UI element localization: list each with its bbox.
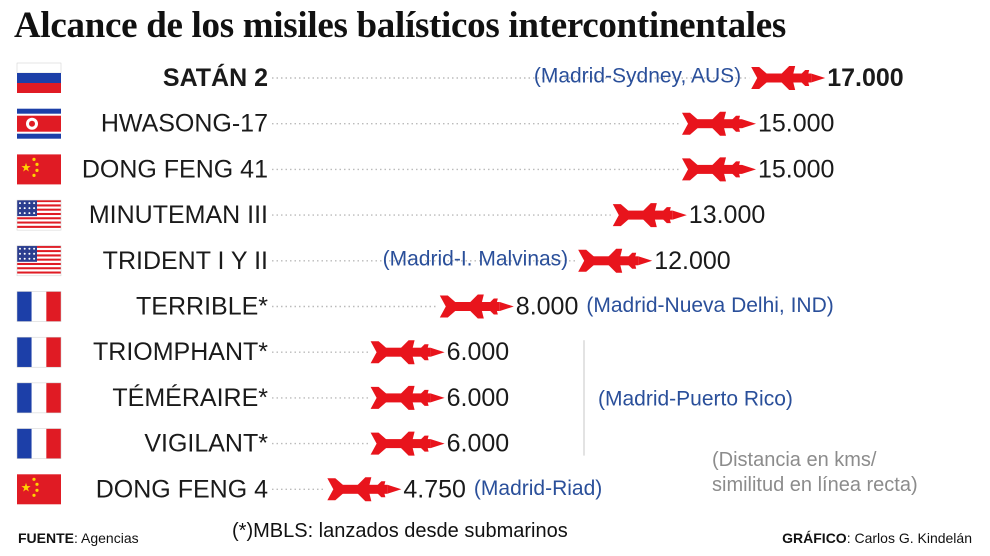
missile-mark xyxy=(327,477,402,502)
distance-note-line2: similitud en línea recta) xyxy=(712,474,918,496)
value-label: 15.000 xyxy=(758,155,834,183)
source-label: FUENTE xyxy=(18,530,74,546)
missile-name: DONG FENG 41 xyxy=(82,155,268,183)
flag-china: ★ xyxy=(17,474,61,505)
chart-canvas: SATÁN 2 17.000 (Madrid-Sydney, AUS) HWASONG… xyxy=(16,62,904,505)
value-label: 6.000 xyxy=(447,384,510,412)
missile-mark xyxy=(370,385,445,410)
missile-mark xyxy=(682,157,756,182)
value-label: 12.000 xyxy=(654,247,730,275)
missile-name: TÉMÉRAIRE* xyxy=(112,383,268,412)
route-label: (Madrid-Puerto Rico) xyxy=(598,387,793,410)
svg-text:★: ★ xyxy=(21,480,32,494)
flag-france xyxy=(16,428,62,459)
svg-text:★: ★ xyxy=(21,160,32,174)
flag-usa xyxy=(16,199,62,231)
missile-name: VIGILANT* xyxy=(144,430,268,458)
flag-france xyxy=(16,291,62,322)
missile-mark xyxy=(370,431,445,456)
value-label: 6.000 xyxy=(447,338,510,366)
missile-name: TRIDENT I Y II xyxy=(103,247,268,275)
missile-name: TRIOMPHANT* xyxy=(93,338,268,366)
flag-russia xyxy=(16,62,62,93)
missile-mark xyxy=(370,340,445,365)
graphic-label: GRÁFICO xyxy=(782,530,847,546)
route-label: (Madrid-Nueva Delhi, IND) xyxy=(586,294,833,317)
value-label: 17.000 xyxy=(827,64,903,92)
distance-note: (Distancia en kms/ similitud en línea re… xyxy=(712,448,918,498)
value-label: 15.000 xyxy=(758,110,834,138)
source-value: : Agencias xyxy=(74,530,139,546)
route-label: (Madrid-I. Malvinas) xyxy=(383,247,569,270)
missile-name: SATÁN 2 xyxy=(163,63,268,92)
value-label: 6.000 xyxy=(447,430,510,458)
missile-name: HWASONG-17 xyxy=(101,110,268,138)
flag-china: ★ xyxy=(17,154,61,185)
missile-name: DONG FENG 4 xyxy=(96,475,268,503)
source-credit: FUENTE: Agencias xyxy=(18,530,139,546)
graphic-value: : Carlos G. Kindelán xyxy=(846,530,972,546)
chart-title: Alcance de los misiles balísticos interc… xyxy=(14,5,786,46)
missile-mark xyxy=(682,111,756,136)
missile-mark xyxy=(578,248,653,273)
route-label: (Madrid-Sydney, AUS) xyxy=(534,65,741,88)
mbls-footnote: (*)MBLS: lanzados desde submarinos xyxy=(232,520,568,542)
value-label: 13.000 xyxy=(689,201,765,229)
value-label: 4.750 xyxy=(403,475,466,503)
missile-name: MINUTEMAN III xyxy=(89,201,268,229)
flag-usa xyxy=(16,245,62,277)
route-label: (Madrid-Riad) xyxy=(474,477,602,500)
graphic-credit: GRÁFICO: Carlos G. Kindelán xyxy=(782,530,972,546)
distance-note-line1: (Distancia en kms/ xyxy=(712,449,877,471)
missile-mark xyxy=(751,66,826,90)
missile-mark xyxy=(439,294,514,319)
flag-france xyxy=(16,382,62,414)
flag-france xyxy=(16,336,62,368)
missile-name: TERRIBLE* xyxy=(136,293,268,321)
value-label: 8.000 xyxy=(516,293,579,321)
missile-mark xyxy=(612,203,687,228)
flag-north-korea xyxy=(17,108,61,139)
